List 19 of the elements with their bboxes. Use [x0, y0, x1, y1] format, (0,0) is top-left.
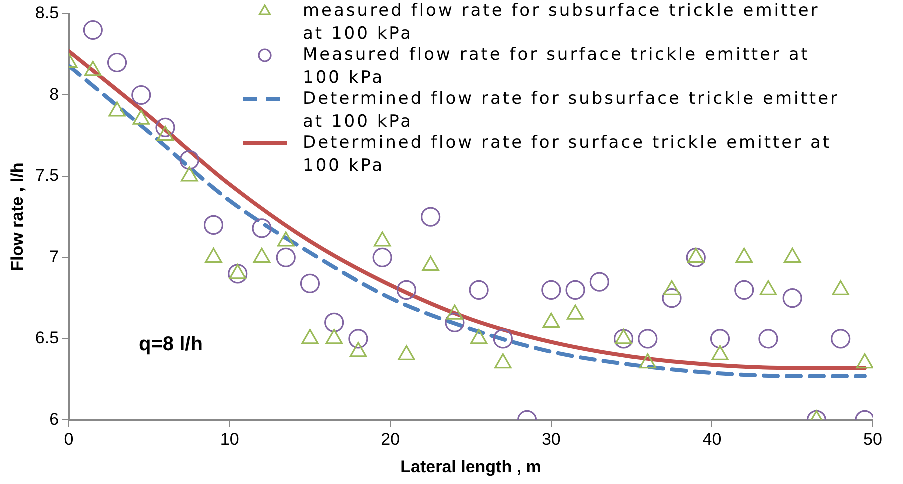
y-tick-label: 7: [50, 247, 60, 266]
x-tick-label: 20: [381, 430, 400, 450]
legend-label: Determined flow rate for subsurface trickle emitter at 100 kPa: [303, 88, 840, 132]
legend-label: Determined flow rate for surface trickle emitter at 100 kPa: [303, 132, 832, 176]
y-tick-label: 8: [50, 84, 60, 104]
x-tick-label: 30: [542, 430, 561, 450]
y-tick-label: 6.5: [35, 328, 60, 348]
x-axis-title: Lateral length , m: [400, 457, 542, 476]
x-tick-label: 0: [64, 430, 74, 450]
x-tick-label: 40: [702, 430, 722, 450]
y-tick-label: 6: [50, 410, 60, 429]
legend-label: measured flow rate for subsurface trickle emitter at 100 kPa: [303, 0, 820, 44]
x-tick-label: 50: [864, 430, 882, 450]
x-tick-label: 10: [220, 430, 240, 450]
y-axis-title: Flow rate , l/h: [8, 162, 27, 272]
y-tick-label: 8.5: [35, 4, 60, 23]
legend-label: Measured flow rate for surface trickle emitter at 100 kPa: [303, 44, 810, 88]
annotation: q=8 l/h: [139, 334, 203, 356]
y-tick-label: 7.5: [35, 166, 60, 186]
